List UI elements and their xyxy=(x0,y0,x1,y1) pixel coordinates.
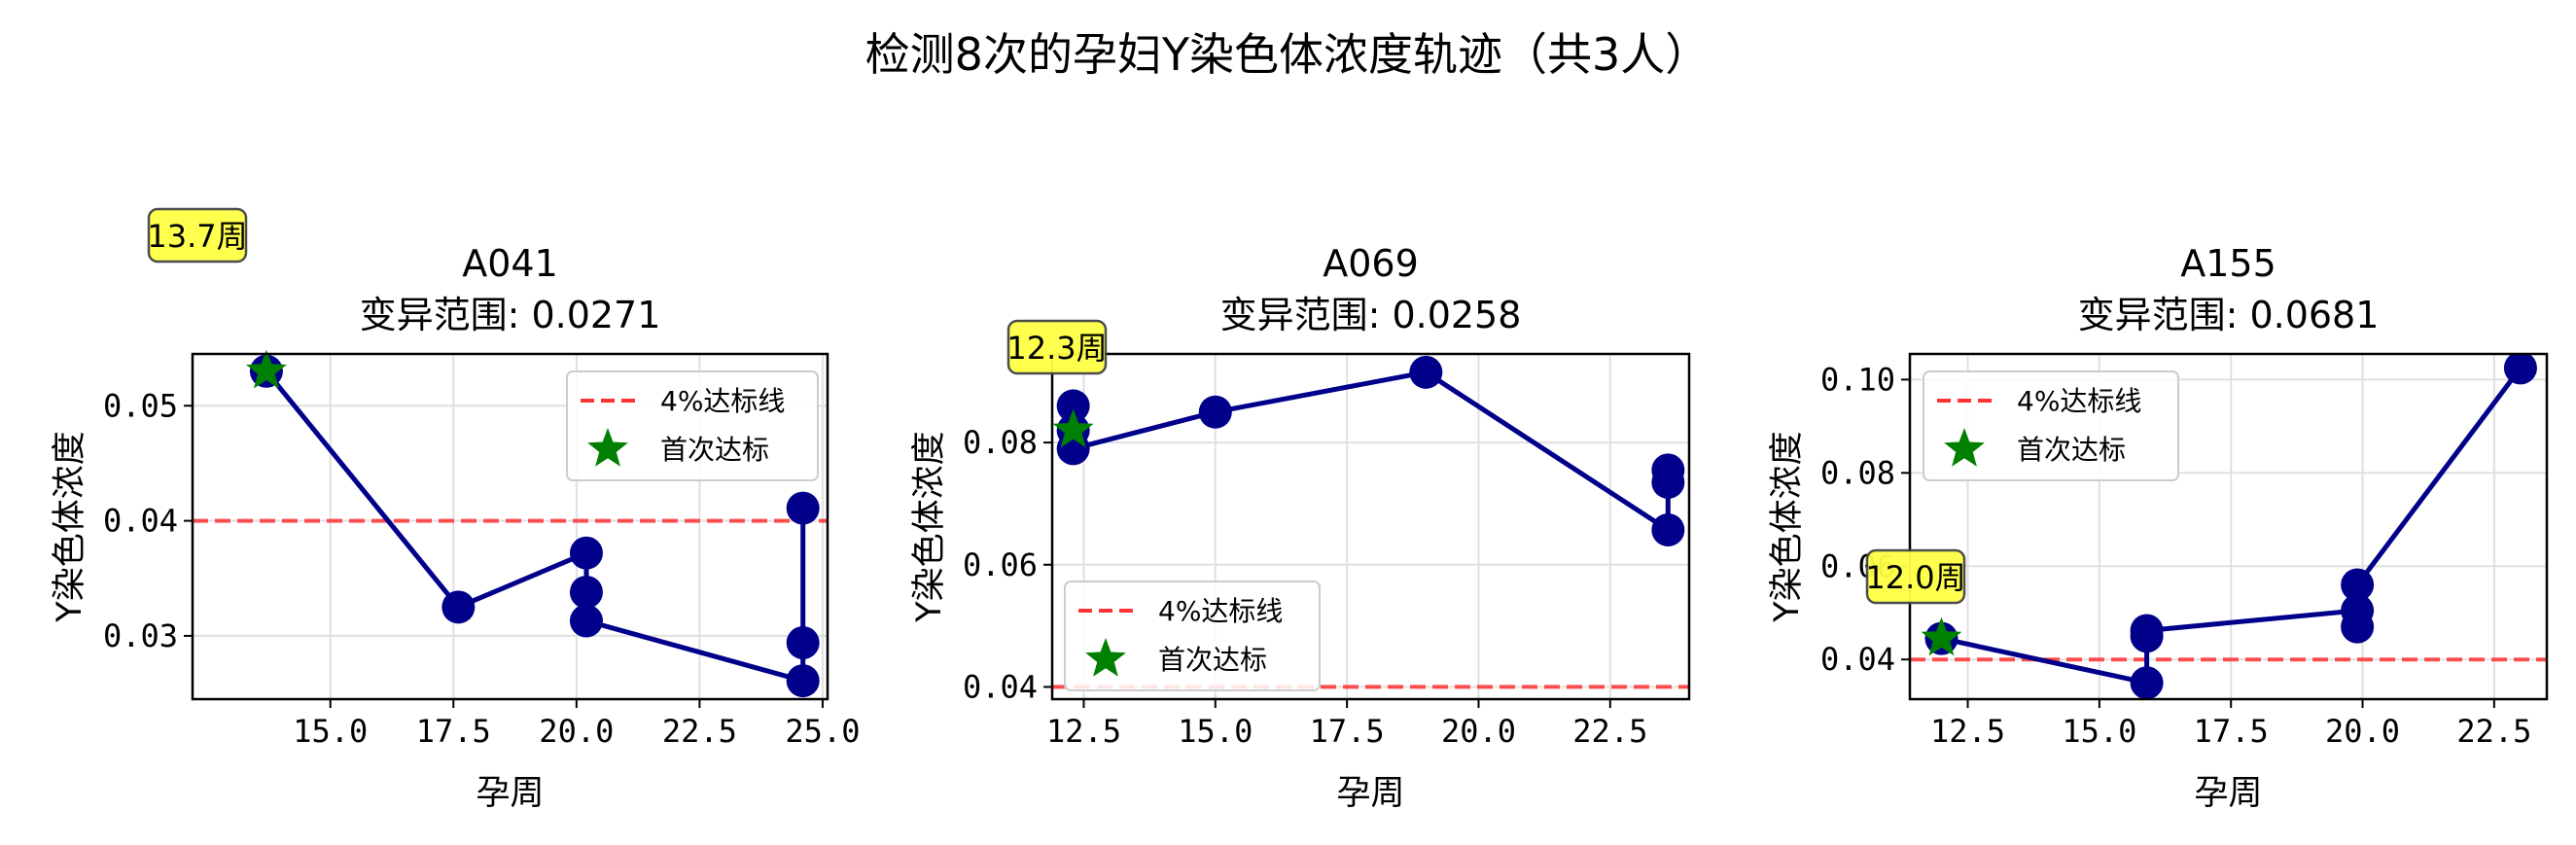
y-axis-label: Y染色体浓度 xyxy=(910,431,949,622)
data-point xyxy=(2130,614,2164,648)
data-point xyxy=(1409,355,1443,389)
x-tick-label: 17.5 xyxy=(1310,713,1385,750)
annotation-label: 12.0周 xyxy=(1865,559,1965,596)
subplot-subtitle: 变异范围: 0.0271 xyxy=(360,294,661,336)
y-tick-label: 0.04 xyxy=(103,503,178,540)
annotation-box xyxy=(1865,548,1966,605)
legend-star-swatch xyxy=(1085,638,1126,677)
data-point xyxy=(1651,512,1685,546)
data-point xyxy=(786,626,820,660)
axes-frame xyxy=(1050,352,1691,701)
x-tick-label: 20.0 xyxy=(1441,713,1516,750)
annotation-label: 12.3周 xyxy=(1006,330,1107,367)
axes-frame xyxy=(191,352,829,701)
x-tick-label: 22.5 xyxy=(1572,713,1647,750)
x-axis-label: 孕周 xyxy=(476,774,544,813)
first-reach-star xyxy=(1921,616,1962,656)
y-tick-label: 0.04 xyxy=(1820,641,1895,678)
x-tick-label: 17.5 xyxy=(2194,713,2269,750)
y-axis-label: Y染色体浓度 xyxy=(1768,431,1807,622)
y-tick-label: 0.06 xyxy=(963,546,1038,583)
subplot-a069: 12.5 15.0 17.5 20.0 22.5 0.04 0.06 0.08 孕周 Y染色体浓度… xyxy=(910,242,1691,813)
x-tick-label: 15.0 xyxy=(2062,713,2136,750)
data-point xyxy=(569,536,603,570)
y-axis-label: Y染色体浓度 xyxy=(51,431,89,622)
subplot-a041: 15.0 17.5 20.0 22.5 25.0 0.03 0.04 0.05 孕周 Y染色体浓度… xyxy=(51,207,860,813)
y-tick-label: 0.08 xyxy=(963,424,1038,461)
data-point xyxy=(569,575,603,609)
y-tick-label: 0.08 xyxy=(1820,454,1895,491)
data-point xyxy=(1651,453,1685,487)
x-axis-label: 孕周 xyxy=(1336,774,1404,813)
data-point xyxy=(2503,354,2537,385)
x-tick-label: 15.0 xyxy=(293,713,368,750)
x-tick-label: 12.5 xyxy=(1046,713,1121,750)
x-tick-label: 17.5 xyxy=(416,713,491,750)
legend-threshold-label: 4%达标线 xyxy=(2017,385,2141,417)
data-point xyxy=(786,491,820,525)
x-tick-label: 22.5 xyxy=(2456,713,2531,750)
legend-first-reach-label: 首次达标 xyxy=(2017,434,2126,466)
subplot-title: A155 xyxy=(2180,242,2276,285)
data-point xyxy=(2341,568,2375,602)
subplot-title: A041 xyxy=(462,242,558,285)
annotation-box xyxy=(1006,319,1108,375)
data-point xyxy=(786,664,820,698)
series-line xyxy=(1071,370,1671,533)
x-tick-label: 15.0 xyxy=(1178,713,1253,750)
first-reach-star xyxy=(246,349,287,389)
y-tick-label: 0.10 xyxy=(1820,361,1895,398)
data-point xyxy=(1198,395,1232,429)
x-axis-label: 孕周 xyxy=(2194,774,2262,813)
annotation-label: 13.7周 xyxy=(147,218,247,255)
legend-first-reach-label: 首次达标 xyxy=(1158,644,1267,676)
x-tick-label: 22.5 xyxy=(662,713,737,750)
legend-star-swatch xyxy=(1944,428,1985,467)
plot-area xyxy=(1052,355,1689,689)
data-point xyxy=(1056,389,1090,423)
x-tick-label: 20.0 xyxy=(2325,713,2400,750)
axes-frame xyxy=(1908,352,2549,701)
plot-area xyxy=(1910,354,2547,699)
legend-threshold-label: 4%达标线 xyxy=(660,385,785,417)
data-point xyxy=(2130,666,2164,699)
annotation-box xyxy=(147,207,248,264)
y-tick-label: 0.03 xyxy=(103,617,178,654)
y-tick-label: 0.05 xyxy=(103,387,178,424)
y-tick-label: 0.04 xyxy=(963,668,1038,705)
subplot-title: A069 xyxy=(1323,242,1419,285)
legend-star-swatch xyxy=(587,428,628,467)
legend-threshold-label: 4%达标线 xyxy=(1158,595,1283,627)
x-tick-label: 25.0 xyxy=(785,713,860,750)
legend-first-reach-label: 首次达标 xyxy=(660,434,769,466)
figure-title: 检测8次的孕妇Y染色体浓度轨迹（共3人） xyxy=(865,28,1711,81)
subplot-subtitle: 变异范围: 0.0681 xyxy=(2078,294,2380,336)
data-point xyxy=(441,590,476,624)
x-tick-label: 12.5 xyxy=(1930,713,2005,750)
subplot-a155: 12.5 15.0 17.5 20.0 22.50.040.060.080.10孕周Y染… xyxy=(1768,242,2549,813)
first-reach-star xyxy=(1052,408,1094,448)
subplot-subtitle: 变异范围: 0.0258 xyxy=(1220,294,1522,336)
x-tick-label: 20.0 xyxy=(539,713,614,750)
data-point xyxy=(2341,610,2375,644)
data-point xyxy=(569,604,603,638)
